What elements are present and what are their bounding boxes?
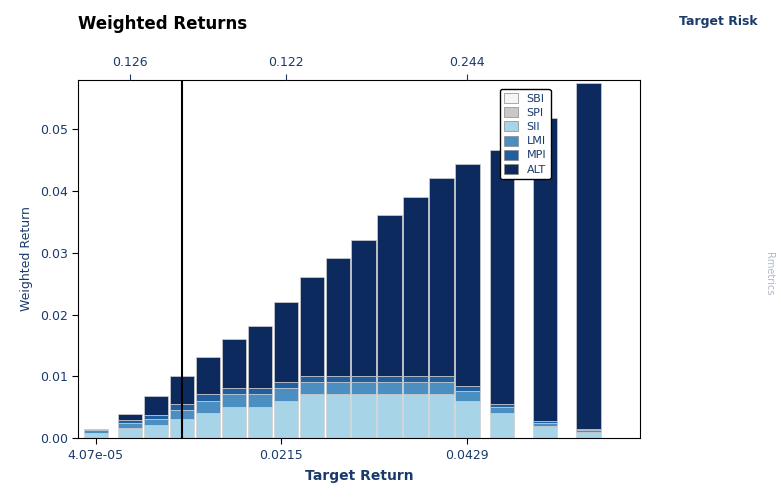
Bar — [403, 394, 428, 438]
Bar — [169, 403, 194, 410]
Bar — [533, 421, 558, 422]
Bar — [377, 215, 401, 376]
Bar — [84, 433, 108, 438]
Bar — [222, 339, 246, 388]
Text: Target Risk: Target Risk — [679, 15, 758, 28]
Bar — [222, 394, 246, 407]
Bar — [403, 382, 428, 394]
Bar — [377, 376, 401, 382]
Bar — [196, 394, 220, 400]
Text: Weighted Returns: Weighted Returns — [78, 15, 248, 33]
Bar — [455, 164, 480, 386]
Bar — [144, 396, 168, 415]
Bar — [455, 391, 480, 400]
Bar — [576, 429, 601, 430]
Bar — [118, 423, 142, 428]
Bar — [533, 119, 558, 421]
Bar — [430, 376, 454, 382]
Bar — [273, 382, 298, 388]
Bar — [326, 376, 350, 382]
Bar — [490, 150, 514, 404]
Bar — [144, 415, 168, 419]
Bar — [248, 407, 272, 438]
Bar — [222, 388, 246, 394]
Bar — [403, 197, 428, 376]
Bar — [490, 407, 514, 413]
Bar — [248, 394, 272, 407]
Bar — [490, 404, 514, 407]
Bar — [430, 178, 454, 376]
Bar — [403, 376, 428, 382]
Text: Rmetrics: Rmetrics — [765, 252, 774, 296]
Y-axis label: Weighted Return: Weighted Return — [20, 207, 33, 311]
Bar — [273, 388, 298, 400]
Bar — [455, 386, 480, 391]
Bar — [326, 258, 350, 376]
Bar — [430, 394, 454, 438]
Bar — [377, 394, 401, 438]
Bar — [533, 426, 558, 438]
Bar — [84, 430, 108, 433]
Bar — [248, 326, 272, 388]
Bar — [430, 382, 454, 394]
Bar — [248, 388, 272, 394]
Bar — [326, 394, 350, 438]
Bar — [351, 376, 376, 382]
Bar — [300, 376, 324, 382]
Bar — [377, 382, 401, 394]
Bar — [196, 357, 220, 394]
Bar — [196, 413, 220, 438]
Bar — [196, 400, 220, 413]
Bar — [118, 414, 142, 420]
Bar — [273, 302, 298, 382]
Bar — [576, 432, 601, 438]
Bar — [351, 240, 376, 376]
Bar — [326, 382, 350, 394]
Bar — [273, 400, 298, 438]
Bar — [118, 428, 142, 438]
Bar — [300, 394, 324, 438]
Bar — [490, 413, 514, 438]
Bar — [533, 422, 558, 426]
Bar — [169, 419, 194, 438]
Bar — [84, 429, 108, 430]
Bar — [576, 430, 601, 432]
Bar — [351, 382, 376, 394]
Bar — [169, 376, 194, 403]
Bar — [169, 410, 194, 419]
Bar — [300, 277, 324, 376]
X-axis label: Target Return: Target Return — [305, 469, 414, 483]
Legend: SBI, SPI, SII, LMI, MPI, ALT: SBI, SPI, SII, LMI, MPI, ALT — [500, 89, 551, 179]
Bar — [455, 400, 480, 438]
Bar — [300, 382, 324, 394]
Bar — [576, 83, 601, 429]
Bar — [222, 407, 246, 438]
Bar — [118, 420, 142, 423]
Bar — [144, 425, 168, 438]
Bar — [144, 419, 168, 425]
Bar — [351, 394, 376, 438]
